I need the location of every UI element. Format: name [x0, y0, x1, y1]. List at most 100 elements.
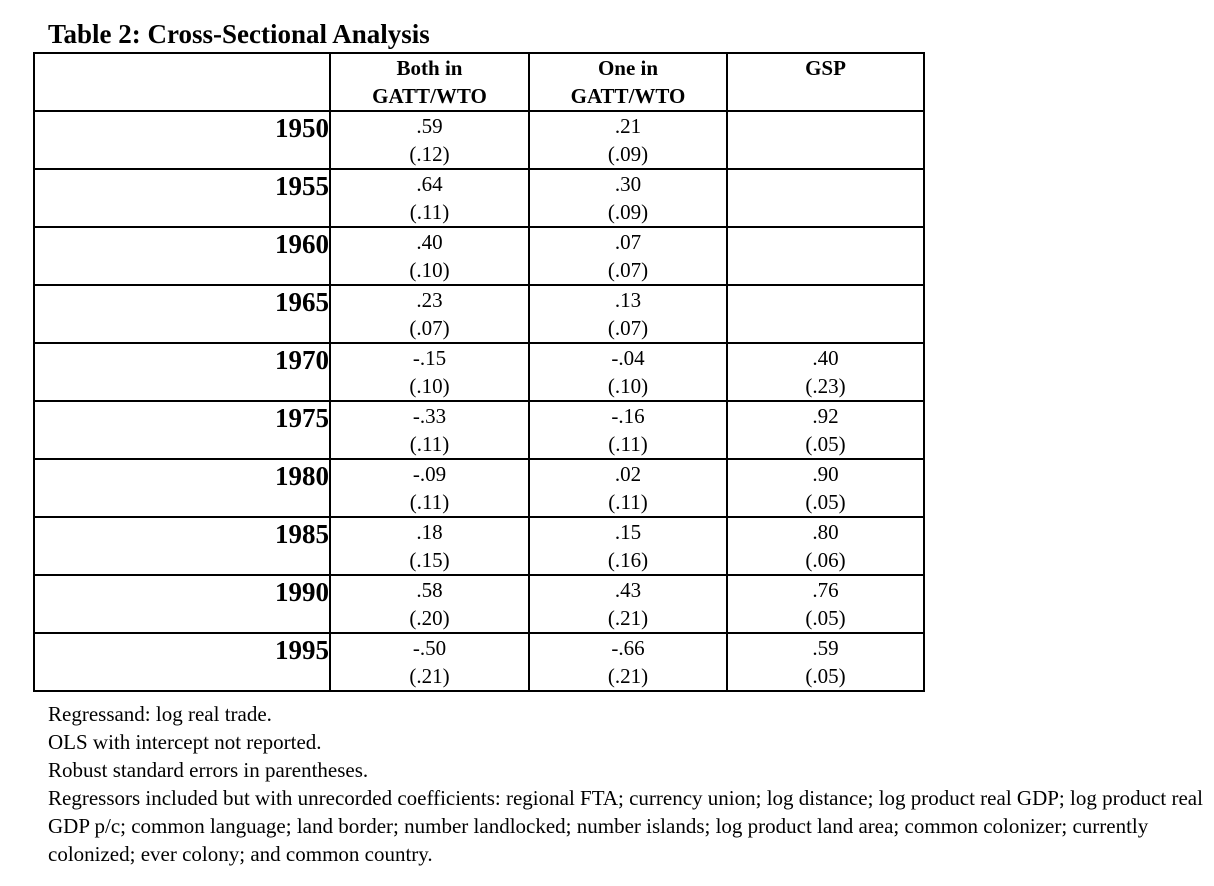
gsp-cell — [726, 226, 925, 286]
year-cell: 1980 — [33, 458, 331, 518]
both-in-cell: .64 (.11) — [329, 168, 530, 228]
coefficient: .23 — [416, 288, 443, 312]
coefficient: -.16 — [611, 404, 645, 428]
gsp-cell — [726, 110, 925, 170]
coefficient: .92 — [812, 404, 839, 428]
table-row: 1975 -.33 (.11) -.16 (.11) .92 (.05) — [33, 400, 925, 460]
note-regressand: Regressand: log real trade. — [48, 702, 272, 726]
coefficient: .13 — [614, 288, 642, 312]
both-in-cell: .59 (.12) — [329, 110, 530, 170]
header-one-in-gatt-wto: One in GATT/WTO — [528, 52, 728, 112]
results-table: Both in GATT/WTO One in GATT/WTO GSP 195… — [33, 52, 925, 692]
header-both-in-gatt-wto: Both in GATT/WTO — [329, 52, 530, 112]
table-row: 1955 .64 (.11) .30 (.09) — [33, 168, 925, 228]
standard-error: (.23) — [805, 374, 846, 398]
coefficient: -.50 — [412, 636, 447, 660]
table-notes: Regressand: log real trade. OLS with int… — [48, 700, 1208, 868]
coefficient: .40 — [812, 346, 839, 370]
standard-error: (.21) — [607, 606, 649, 630]
one-in-cell: .15 (.16) — [528, 516, 728, 576]
header-gsp: GSP — [726, 52, 925, 112]
gsp-cell: .92 (.05) — [726, 400, 925, 460]
standard-error: (.21) — [409, 664, 450, 688]
standard-error: (.05) — [805, 664, 846, 688]
year-cell: 1965 — [33, 284, 331, 344]
coefficient: .02 — [614, 462, 642, 486]
year-cell: 1995 — [33, 632, 331, 692]
one-in-cell: .30 (.09) — [528, 168, 728, 228]
both-in-cell: -.09 (.11) — [329, 458, 530, 518]
one-in-cell: -.04 (.10) — [528, 342, 728, 402]
coefficient: .18 — [416, 520, 443, 544]
coefficient: .90 — [812, 462, 839, 486]
year-cell: 1955 — [33, 168, 331, 228]
gsp-cell — [726, 168, 925, 228]
coefficient: .59 — [812, 636, 839, 660]
table-row: 1950 .59 (.12) .21 (.09) — [33, 110, 925, 170]
both-in-cell: .40 (.10) — [329, 226, 530, 286]
table-row: 1960 .40 (.10) .07 (.07) — [33, 226, 925, 286]
year-cell: 1970 — [33, 342, 331, 402]
standard-error: (.11) — [409, 200, 450, 224]
coefficient: -.15 — [412, 346, 447, 370]
one-in-cell: .13 (.07) — [528, 284, 728, 344]
coefficient: -.33 — [412, 404, 447, 428]
coefficient: .43 — [614, 578, 642, 602]
note-regressors: Regressors included but with unrecorded … — [48, 786, 1203, 866]
header-line: GATT/WTO — [372, 84, 487, 108]
standard-error: (.11) — [608, 490, 648, 514]
header-line: Both in — [396, 56, 463, 80]
header-row: Both in GATT/WTO One in GATT/WTO GSP — [33, 52, 925, 112]
standard-error: (.05) — [805, 606, 846, 630]
table-row: 1990 .58 (.20) .43 (.21) .76 (.05) — [33, 574, 925, 634]
standard-error: (.10) — [607, 374, 649, 398]
coefficient: .07 — [614, 230, 642, 254]
standard-error: (.07) — [607, 258, 649, 282]
standard-error: (.07) — [409, 316, 450, 340]
both-in-cell: -.50 (.21) — [329, 632, 530, 692]
coefficient: -.04 — [611, 346, 645, 370]
header-line: One in — [597, 56, 659, 80]
standard-error: (.05) — [805, 490, 846, 514]
standard-error: (.07) — [607, 316, 649, 340]
note-robust-se: Robust standard errors in parentheses. — [48, 758, 369, 782]
standard-error: (.11) — [409, 432, 450, 456]
gsp-cell: .76 (.05) — [726, 574, 925, 634]
both-in-cell: .18 (.15) — [329, 516, 530, 576]
standard-error: (.21) — [607, 664, 649, 688]
table-row: 1965 .23 (.07) .13 (.07) — [33, 284, 925, 344]
coefficient: .58 — [416, 578, 443, 602]
header-line: GATT/WTO — [570, 84, 686, 108]
one-in-cell: -.16 (.11) — [528, 400, 728, 460]
both-in-cell: .58 (.20) — [329, 574, 530, 634]
table-row: 1995 -.50 (.21) -.66 (.21) .59 (.05) — [33, 632, 925, 692]
table-title: Table 2: Cross-Sectional Analysis — [48, 19, 430, 49]
standard-error: (.09) — [607, 200, 649, 224]
coefficient: .21 — [614, 114, 642, 138]
year-cell: 1975 — [33, 400, 331, 460]
coefficient: -.66 — [611, 636, 645, 660]
standard-error: (.10) — [409, 258, 450, 282]
coefficient: .76 — [812, 578, 839, 602]
standard-error: (.15) — [409, 548, 450, 572]
coefficient: .30 — [614, 172, 642, 196]
one-in-cell: -.66 (.21) — [528, 632, 728, 692]
standard-error: (.11) — [409, 490, 450, 514]
standard-error: (.09) — [607, 142, 649, 166]
standard-error: (.11) — [608, 432, 648, 456]
coefficient: -.09 — [412, 462, 447, 486]
coefficient: .80 — [812, 520, 839, 544]
standard-error: (.12) — [409, 142, 450, 166]
one-in-cell: .07 (.07) — [528, 226, 728, 286]
standard-error: (.05) — [805, 432, 846, 456]
coefficient: .15 — [614, 520, 642, 544]
both-in-cell: -.33 (.11) — [329, 400, 530, 460]
header-line: GSP — [805, 56, 846, 80]
one-in-cell: .21 (.09) — [528, 110, 728, 170]
standard-error: (.20) — [409, 606, 450, 630]
year-cell: 1960 — [33, 226, 331, 286]
header-year-cell — [33, 52, 331, 112]
coefficient: .59 — [416, 114, 443, 138]
gsp-cell: .90 (.05) — [726, 458, 925, 518]
table-row: 1985 .18 (.15) .15 (.16) .80 (.06) — [33, 516, 925, 576]
